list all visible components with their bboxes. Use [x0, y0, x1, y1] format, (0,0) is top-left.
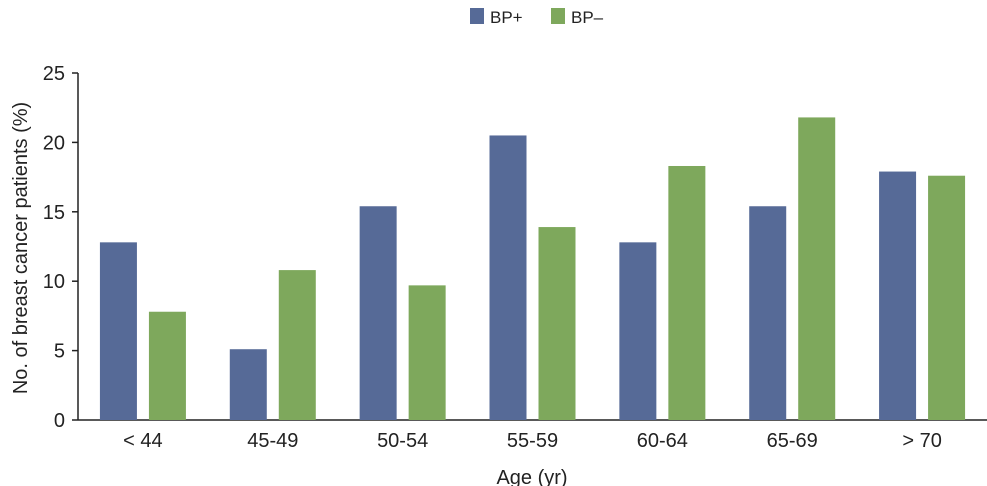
bar-bp-minus — [408, 285, 446, 420]
bar-bp-plus — [99, 242, 137, 420]
x-tick-label: 50-54 — [377, 430, 428, 452]
x-tick-label: 60-64 — [637, 430, 688, 452]
y-axis-title: No. of breast cancer patients (%) — [10, 102, 32, 394]
x-tick-label: 45-49 — [247, 430, 298, 452]
bar-bp-plus — [619, 242, 657, 420]
x-axis: < 44 45-49 50-54 55-59 60-64 65-69 > 70 — [78, 419, 987, 452]
x-tick-label: 55-59 — [507, 430, 558, 452]
y-tick-label: 0 — [54, 410, 65, 432]
y-tick-label: 5 — [54, 341, 65, 363]
x-axis-title: Age (yr) — [496, 467, 567, 486]
bar-bp-plus — [229, 349, 267, 420]
bar-bp-plus — [749, 206, 787, 420]
legend-label: BP– — [571, 8, 604, 27]
bar-bp-plus — [359, 206, 397, 420]
legend: BP+ BP– — [470, 8, 604, 27]
y-axis: 0 5 10 15 20 25 — [43, 63, 79, 432]
bar-bp-minus — [538, 227, 576, 420]
bar-bp-plus — [879, 171, 917, 420]
x-tick-label: > 70 — [902, 430, 941, 452]
bar-bp-minus — [928, 175, 966, 420]
bar-bp-minus — [798, 117, 836, 420]
x-tick-label: 65-69 — [767, 430, 818, 452]
x-tick-label: < 44 — [123, 430, 162, 452]
bars — [99, 117, 966, 420]
legend-swatch — [551, 8, 565, 24]
bar-bp-minus — [278, 270, 316, 420]
legend-swatch — [470, 8, 484, 24]
y-tick-label: 10 — [43, 271, 65, 293]
bar-bp-plus — [489, 135, 527, 420]
y-tick-label: 20 — [43, 132, 65, 154]
bar-bp-minus — [668, 165, 706, 420]
y-tick-label: 15 — [43, 202, 65, 224]
legend-label: BP+ — [490, 8, 523, 27]
bar-bp-minus — [148, 311, 186, 420]
y-tick-label: 25 — [43, 63, 65, 85]
